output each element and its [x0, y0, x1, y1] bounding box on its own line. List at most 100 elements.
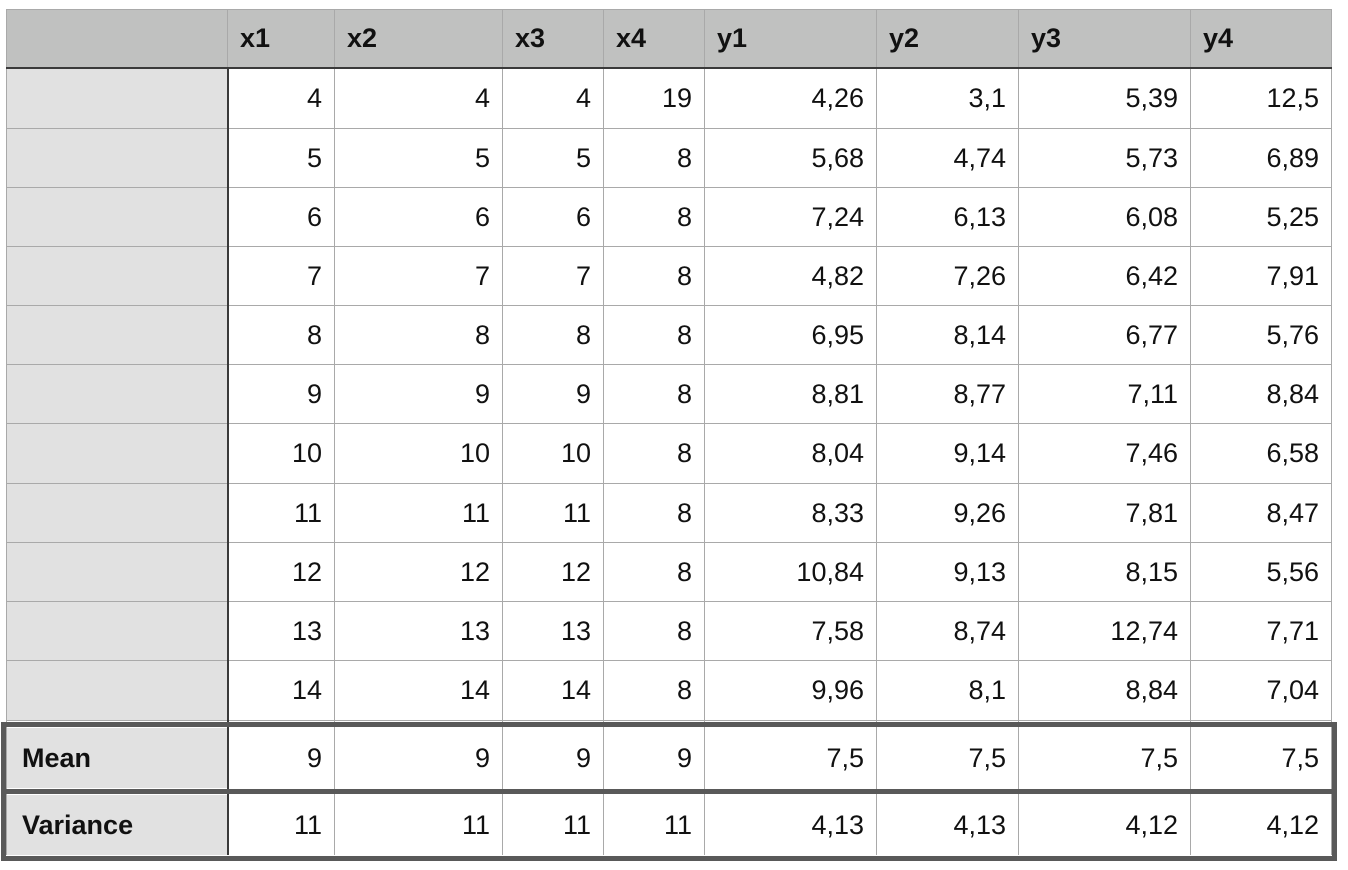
table-cell[interactable]: 8 [335, 306, 503, 364]
summary-cell[interactable]: 11 [335, 795, 503, 855]
table-cell[interactable]: 6,95 [705, 306, 877, 364]
table-cell[interactable]: 8,84 [1019, 661, 1191, 720]
table-cell[interactable]: 8,33 [705, 484, 877, 542]
row-header-cell[interactable] [6, 188, 228, 246]
table-cell[interactable]: 8,1 [877, 661, 1019, 720]
table-cell[interactable]: 5,39 [1019, 69, 1191, 128]
table-cell[interactable]: 6,08 [1019, 188, 1191, 246]
table-cell[interactable]: 7 [503, 247, 604, 305]
table-cell[interactable]: 9,26 [877, 484, 1019, 542]
table-cell[interactable]: 8 [604, 129, 705, 187]
table-cell[interactable]: 5,25 [1191, 188, 1332, 246]
column-header-x4[interactable]: x4 [604, 9, 705, 68]
table-cell[interactable]: 7,11 [1019, 365, 1191, 423]
table-cell[interactable]: 8,47 [1191, 484, 1332, 542]
table-cell[interactable]: 8 [228, 306, 335, 364]
summary-cell[interactable]: 9 [228, 728, 335, 788]
table-cell[interactable]: 8 [604, 365, 705, 423]
summary-cell[interactable]: 4,13 [877, 795, 1019, 855]
table-cell[interactable]: 12 [503, 543, 604, 601]
table-cell[interactable]: 4 [335, 69, 503, 128]
table-cell[interactable]: 6 [335, 188, 503, 246]
table-cell[interactable]: 7,91 [1191, 247, 1332, 305]
row-header-cell[interactable] [6, 306, 228, 364]
table-cell[interactable]: 8 [604, 543, 705, 601]
column-header-x3[interactable]: x3 [503, 9, 604, 68]
table-cell[interactable]: 4 [503, 69, 604, 128]
table-cell[interactable]: 7,24 [705, 188, 877, 246]
summary-cell[interactable]: 9 [335, 728, 503, 788]
table-cell[interactable]: 5 [503, 129, 604, 187]
table-cell[interactable]: 6,42 [1019, 247, 1191, 305]
table-cell[interactable]: 6 [228, 188, 335, 246]
table-cell[interactable]: 8 [604, 661, 705, 720]
summary-cell[interactable]: 4,12 [1191, 795, 1332, 855]
table-cell[interactable]: 13 [503, 602, 604, 660]
table-cell[interactable]: 8,77 [877, 365, 1019, 423]
table-cell[interactable]: 14 [228, 661, 335, 720]
table-cell[interactable]: 12,5 [1191, 69, 1332, 128]
column-header-y3[interactable]: y3 [1019, 9, 1191, 68]
table-cell[interactable]: 8,15 [1019, 543, 1191, 601]
table-cell[interactable]: 8 [604, 602, 705, 660]
row-header-cell[interactable] [6, 661, 228, 720]
table-cell[interactable]: 7 [335, 247, 503, 305]
table-cell[interactable]: 14 [503, 661, 604, 720]
table-cell[interactable]: 9 [228, 365, 335, 423]
table-cell[interactable]: 11 [335, 484, 503, 542]
table-cell[interactable]: 8,74 [877, 602, 1019, 660]
column-header-x2[interactable]: x2 [335, 9, 503, 68]
table-cell[interactable]: 8 [604, 306, 705, 364]
table-cell[interactable]: 12,74 [1019, 602, 1191, 660]
table-cell[interactable]: 9,14 [877, 424, 1019, 483]
table-cell[interactable]: 13 [335, 602, 503, 660]
table-cell[interactable]: 6,13 [877, 188, 1019, 246]
table-cell[interactable]: 4,26 [705, 69, 877, 128]
summary-cell[interactable]: 4,12 [1019, 795, 1191, 855]
table-cell[interactable]: 12 [228, 543, 335, 601]
table-cell[interactable]: 9,13 [877, 543, 1019, 601]
table-cell[interactable]: 8 [604, 188, 705, 246]
column-header-y2[interactable]: y2 [877, 9, 1019, 68]
table-cell[interactable]: 5,73 [1019, 129, 1191, 187]
summary-cell[interactable]: 11 [228, 795, 335, 855]
table-cell[interactable]: 8 [604, 247, 705, 305]
summary-cell[interactable]: 4,13 [705, 795, 877, 855]
table-cell[interactable]: 10,84 [705, 543, 877, 601]
table-cell[interactable]: 7,71 [1191, 602, 1332, 660]
table-cell[interactable]: 4 [228, 69, 335, 128]
table-cell[interactable]: 4,82 [705, 247, 877, 305]
table-cell[interactable]: 9 [335, 365, 503, 423]
table-cell[interactable]: 7,81 [1019, 484, 1191, 542]
column-header-y1[interactable]: y1 [705, 9, 877, 68]
summary-cell[interactable]: 11 [503, 795, 604, 855]
row-header-cell[interactable] [6, 543, 228, 601]
summary-row-label[interactable]: Variance [6, 795, 228, 855]
table-cell[interactable]: 8,81 [705, 365, 877, 423]
table-cell[interactable]: 5 [335, 129, 503, 187]
table-cell[interactable]: 6,58 [1191, 424, 1332, 483]
table-cell[interactable]: 13 [228, 602, 335, 660]
row-header-cell[interactable] [6, 602, 228, 660]
table-cell[interactable]: 7,26 [877, 247, 1019, 305]
column-header-x1[interactable]: x1 [228, 9, 335, 68]
table-cell[interactable]: 14 [335, 661, 503, 720]
table-cell[interactable]: 11 [503, 484, 604, 542]
table-cell[interactable]: 12 [335, 543, 503, 601]
row-header-cell[interactable] [6, 424, 228, 483]
table-cell[interactable]: 8 [604, 424, 705, 483]
table-cell[interactable]: 5,76 [1191, 306, 1332, 364]
summary-cell[interactable]: 7,5 [705, 728, 877, 788]
table-cell[interactable]: 7 [228, 247, 335, 305]
row-header-cell[interactable] [6, 365, 228, 423]
table-cell[interactable]: 7,46 [1019, 424, 1191, 483]
table-cell[interactable]: 8,04 [705, 424, 877, 483]
table-cell[interactable]: 7,04 [1191, 661, 1332, 720]
table-cell[interactable]: 5,68 [705, 129, 877, 187]
row-header-cell[interactable] [6, 69, 228, 128]
summary-cell[interactable]: 9 [604, 728, 705, 788]
header-corner-cell[interactable] [6, 9, 228, 68]
table-cell[interactable]: 6 [503, 188, 604, 246]
table-cell[interactable]: 19 [604, 69, 705, 128]
row-header-cell[interactable] [6, 247, 228, 305]
